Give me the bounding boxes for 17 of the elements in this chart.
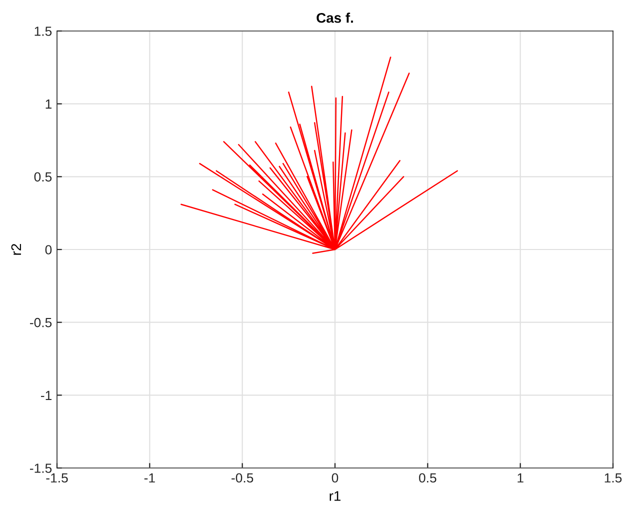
- y-tick-label: 0.5: [34, 172, 52, 182]
- x-tick-label: 1.5: [604, 473, 622, 483]
- x-tick-label: 0: [332, 473, 338, 483]
- x-tick-label: -1: [144, 473, 155, 482]
- x-tick-label: -0.5: [232, 473, 254, 483]
- y-tick-label: 0: [45, 245, 52, 254]
- y-tick-label: 1.5: [34, 26, 52, 36]
- y-tick-label: -1: [40, 390, 52, 400]
- x-tick-label: 1: [518, 473, 524, 482]
- y-tick-label: 1: [46, 100, 52, 109]
- y-tick-label: -1.5: [30, 464, 52, 473]
- line-series: [180, 56, 458, 254]
- chart-title: Cas f.: [316, 12, 353, 23]
- y-tick-label: -0.5: [30, 318, 52, 328]
- x-axis-title: r1: [330, 491, 340, 501]
- x-tick-label: 0.5: [419, 473, 436, 483]
- y-axis-title: r2: [11, 244, 21, 255]
